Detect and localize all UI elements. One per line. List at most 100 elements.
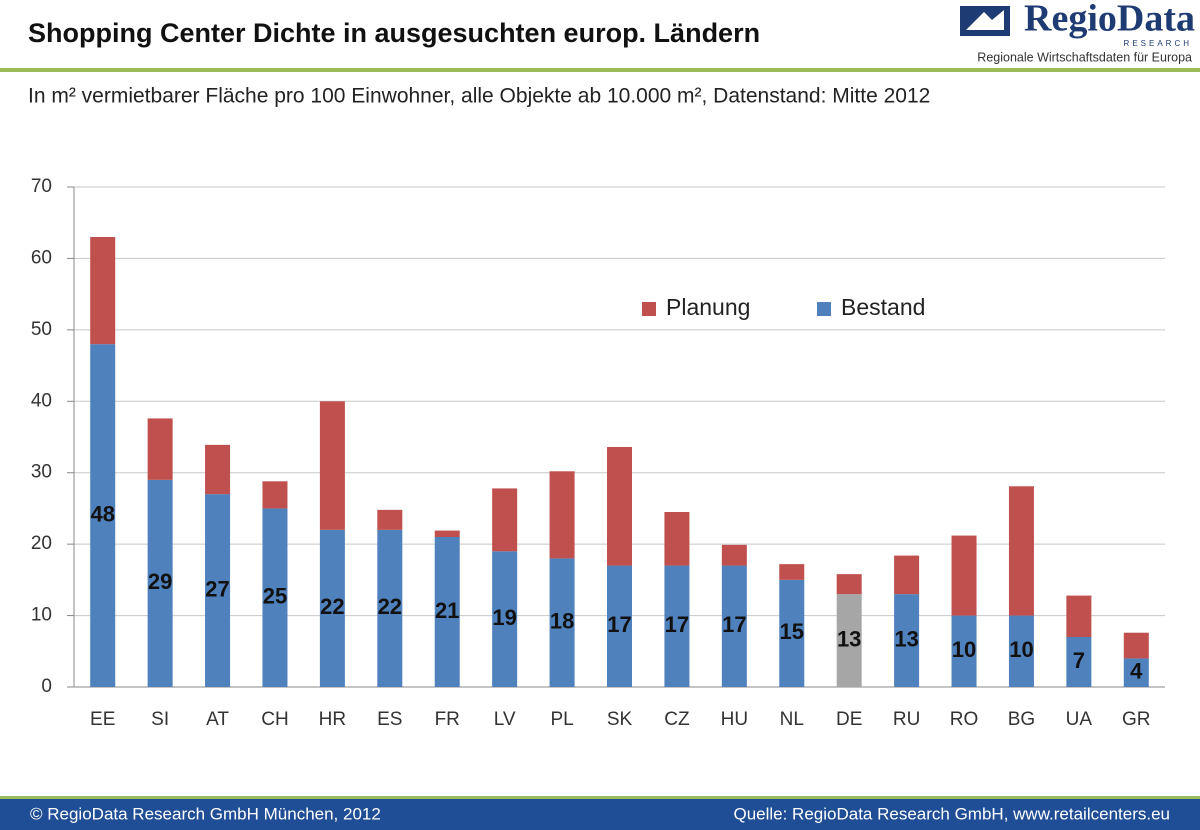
legend-label: Planung (666, 294, 750, 320)
data-label: 7 (1073, 648, 1085, 673)
data-label: 10 (1009, 637, 1033, 662)
data-label: 29 (148, 569, 172, 594)
x-tick-label: NL (780, 709, 804, 730)
y-tick-label: 50 (31, 319, 52, 340)
logo-tagline: Regionale Wirtschaftsdaten für Europa (977, 50, 1192, 64)
data-label: 27 (205, 576, 229, 601)
x-tick-label: FR (435, 709, 460, 730)
bar-segment (90, 344, 116, 687)
data-label: 17 (665, 612, 689, 637)
x-tick-label: LV (494, 709, 516, 730)
bar-segment (1066, 595, 1092, 637)
x-tick-label: HU (721, 709, 748, 730)
x-tick-label: DE (836, 709, 862, 730)
legend-swatch (642, 302, 656, 316)
bar-segment (262, 508, 288, 687)
x-tick-label: SK (607, 709, 633, 730)
bar-segment (90, 237, 116, 345)
bar-segment (434, 537, 460, 687)
x-tick-label: RO (950, 709, 979, 730)
bar-segment (836, 594, 862, 687)
bar-segment (147, 479, 173, 687)
x-tick-label: CZ (664, 709, 690, 730)
y-tick-label: 60 (31, 247, 52, 268)
bar-segment (434, 530, 460, 537)
footer-left: © RegioData Research GmbH München, 2012 (30, 804, 381, 823)
data-label: 4 (1130, 659, 1143, 684)
x-tick-label: CH (261, 709, 288, 730)
bar-segment (607, 447, 632, 566)
x-tick-label: EE (90, 709, 115, 730)
data-label: 17 (722, 612, 746, 637)
x-tick-label: SI (151, 709, 169, 730)
legend-swatch (817, 302, 831, 316)
bar-segment (1008, 486, 1034, 616)
y-tick-label: 10 (31, 605, 52, 626)
data-label: 21 (435, 598, 459, 623)
bar-segment (147, 418, 173, 480)
bar-segment (1123, 658, 1149, 687)
y-tick-label: 0 (41, 676, 52, 697)
logo-sub: RESEARCH (1124, 39, 1192, 48)
footer-band (0, 799, 1200, 830)
x-tick-label: RU (893, 709, 920, 730)
bar-segment (549, 558, 575, 687)
data-label: 22 (320, 594, 344, 619)
footer-right: Quelle: RegioData Research GmbH, www.ret… (733, 804, 1170, 823)
data-label: 48 (90, 501, 114, 526)
bar-segment (779, 564, 805, 580)
bar-segment (951, 535, 977, 616)
data-label: 13 (837, 626, 861, 651)
bar-segment (492, 551, 518, 687)
bar-segment (1066, 637, 1092, 687)
bar-segment (492, 488, 518, 552)
legend-label: Bestand (841, 294, 925, 320)
bar-segment (262, 481, 288, 509)
bar-segment (1008, 615, 1034, 687)
subtitle: In m² vermietbarer Fläche pro 100 Einwoh… (28, 85, 930, 108)
bar-segment (836, 574, 862, 595)
bar-segment (205, 494, 231, 687)
x-tick-label: BG (1008, 709, 1035, 730)
data-label: 13 (894, 626, 918, 651)
bar-segment (664, 512, 690, 566)
bar-segment (319, 401, 345, 530)
bar-segment (1123, 632, 1149, 659)
data-label: 10 (952, 637, 976, 662)
x-tick-label: PL (550, 709, 573, 730)
data-label: 22 (378, 594, 402, 619)
data-label: 15 (780, 619, 804, 644)
bar-segment (549, 471, 575, 559)
bar-segment (319, 529, 345, 687)
logo-name: RegioData (1024, 0, 1195, 40)
logo: RegioData RESEARCH Regionale Wirtschafts… (960, 0, 1195, 64)
data-label: 17 (607, 612, 631, 637)
data-label: 25 (263, 584, 287, 609)
bar-segment (779, 579, 805, 687)
bar-segment (377, 529, 403, 687)
x-tick-label: UA (1066, 709, 1093, 730)
bar-segment (664, 565, 690, 687)
y-tick-label: 70 (31, 176, 52, 197)
bar-segment (951, 615, 977, 687)
x-tick-label: HR (319, 709, 346, 730)
y-tick-label: 20 (31, 533, 52, 554)
y-tick-label: 40 (31, 390, 52, 411)
chart: 0 10 20 30 40 50 60 70 EE 48 SI 29 AT 27 CH 25 HR 22 ES 22 F… (31, 176, 1165, 730)
header-rule (0, 68, 1200, 72)
x-tick-label: ES (377, 709, 402, 730)
logo-icon-shape (966, 10, 1004, 30)
x-tick-label: GR (1122, 709, 1151, 730)
bar-segment (721, 544, 747, 566)
bar-segment (721, 565, 747, 687)
bar-segment (205, 444, 231, 495)
bar-segment (894, 594, 920, 687)
bar-segment (607, 565, 632, 687)
slide-title: Shopping Center Dichte in ausgesuchten e… (28, 18, 760, 48)
y-tick-label: 30 (31, 462, 52, 483)
bar-segment (894, 555, 920, 595)
data-label: 18 (550, 609, 574, 634)
data-label: 19 (492, 605, 516, 630)
